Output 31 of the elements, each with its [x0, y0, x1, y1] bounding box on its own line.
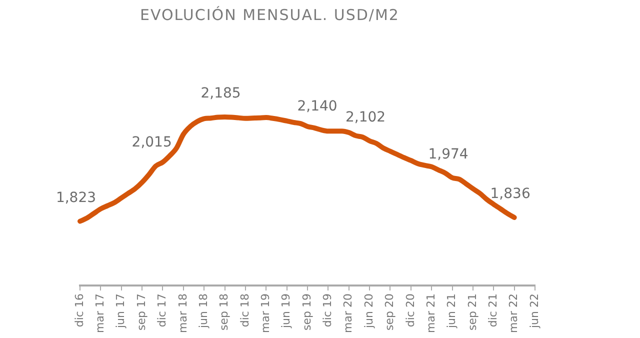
- x-tick-label: jun 22: [528, 294, 541, 330]
- x-tick-label: jun 21: [445, 294, 458, 330]
- x-tick-label: mar 20: [342, 294, 355, 334]
- x-tick-label: mar 17: [94, 294, 107, 334]
- x-tick-label: dic 17: [156, 294, 169, 328]
- x-tick-label: dic 20: [404, 294, 417, 328]
- data-label: 2,140: [297, 98, 338, 115]
- x-tick-label: dic 19: [321, 294, 334, 328]
- x-tick-label: jun 19: [280, 294, 293, 330]
- x-tick-label: sep 20: [383, 294, 396, 331]
- data-label: 2,102: [346, 110, 386, 126]
- x-tick-label: sep 17: [134, 294, 148, 331]
- x-tick-label: dic 21: [486, 294, 500, 328]
- data-label: 2,185: [200, 86, 241, 102]
- x-tick-label: mar 22: [507, 294, 520, 334]
- x-tick-label: mar 19: [258, 294, 272, 334]
- x-tick-label: dic 16: [72, 294, 86, 328]
- x-tick-label: mar 21: [424, 294, 438, 334]
- data-label: 1,836: [490, 186, 530, 202]
- x-tick-label: mar 18: [176, 294, 190, 334]
- x-tick-label: dic 18: [238, 294, 252, 328]
- chart-title: EVOLUCIÓN MENSUAL. USD/M2: [140, 6, 400, 24]
- x-tick-label: sep 18: [218, 294, 231, 331]
- x-tick-label: sep 19: [300, 294, 314, 331]
- x-tick-label: jun 17: [114, 294, 128, 330]
- x-tick-label: jun 20: [362, 294, 376, 330]
- x-tick-label: sep 21: [466, 294, 479, 331]
- data-label: 1,823: [56, 190, 96, 206]
- x-tick-label: jun 18: [196, 294, 210, 330]
- data-label: 2,015: [132, 134, 172, 151]
- data-label: 1,974: [428, 146, 468, 162]
